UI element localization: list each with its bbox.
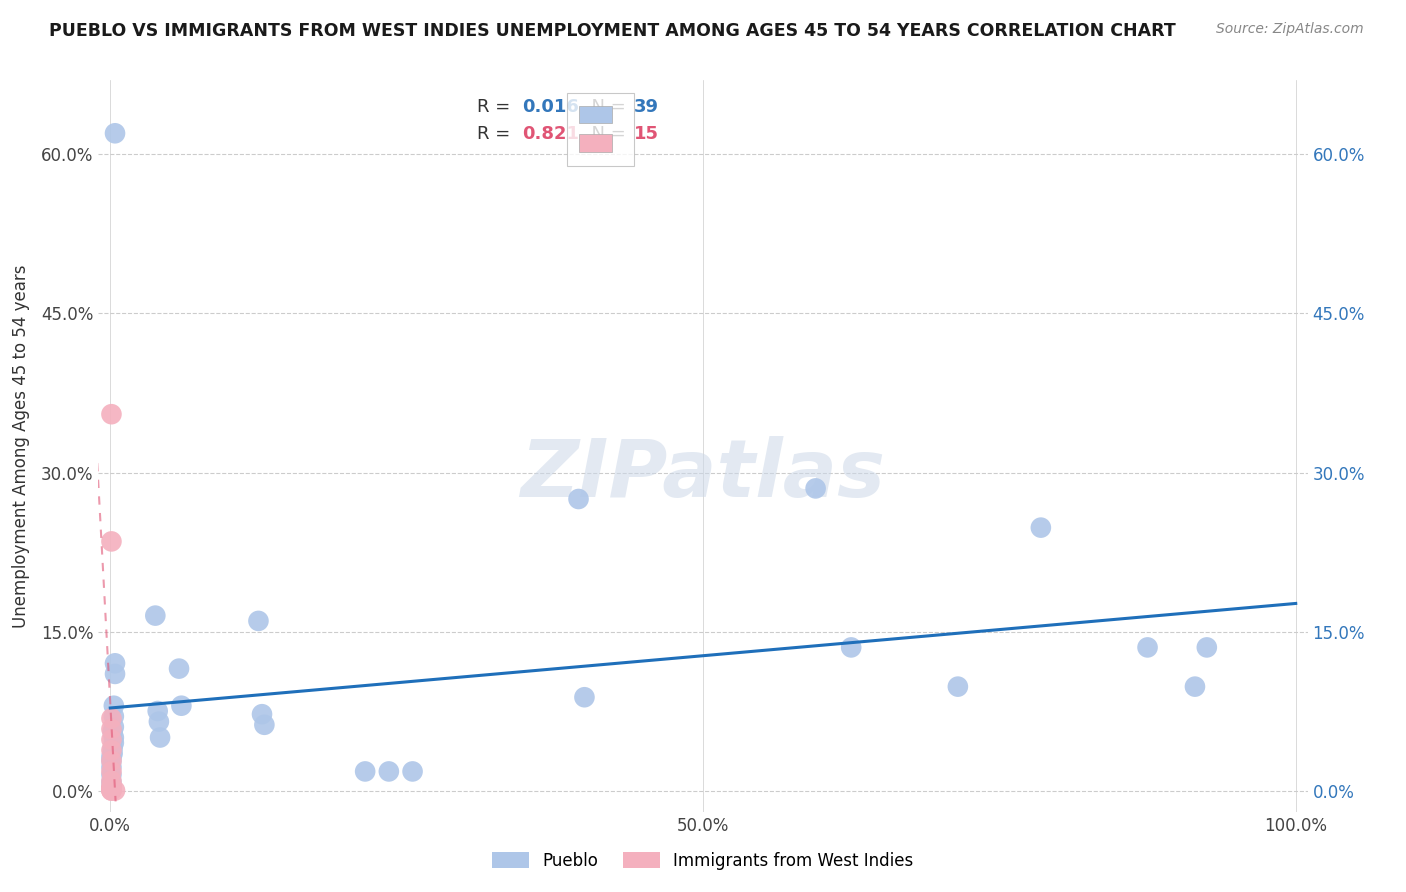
Point (100, 781, 122, 796)
Point (101, 741, 124, 756)
Point (100, 775, 122, 789)
Point (253, 718, 276, 732)
Point (100, 760, 122, 774)
Point (100, 754, 122, 768)
Text: 15: 15 (634, 125, 659, 143)
Point (100, 780, 122, 795)
Text: 0.016: 0.016 (522, 98, 578, 116)
Point (104, 783, 127, 797)
Point (103, 698, 125, 713)
Point (104, 126, 127, 140)
Point (100, 722, 122, 736)
Point (100, 749, 122, 764)
Y-axis label: Unemployment Among Ages 45 to 54 years: Unemployment Among Ages 45 to 54 years (11, 264, 30, 628)
Text: R =: R = (477, 125, 516, 143)
Point (100, 774, 122, 789)
Point (103, 731, 125, 745)
Point (1029, 521, 1052, 535)
Point (170, 698, 193, 713)
Text: PUEBLO VS IMMIGRANTS FROM WEST INDIES UNEMPLOYMENT AMONG AGES 45 TO 54 YEARS COR: PUEBLO VS IMMIGRANTS FROM WEST INDIES UN… (49, 22, 1175, 40)
Text: 39: 39 (634, 98, 659, 116)
Point (167, 662, 190, 676)
Point (247, 614, 270, 628)
Point (100, 711, 122, 725)
Point (567, 491, 589, 506)
Point (146, 704, 169, 718)
Point (104, 667, 127, 681)
Point (100, 782, 122, 797)
Point (100, 407, 122, 421)
Point (149, 731, 172, 745)
Point (100, 743, 122, 757)
Point (100, 783, 122, 797)
Point (1195, 640, 1218, 655)
Point (143, 608, 166, 623)
Point (103, 720, 125, 734)
Point (100, 534, 122, 549)
Point (100, 782, 122, 797)
Point (378, 764, 401, 779)
Point (574, 690, 596, 705)
Text: N =: N = (579, 125, 631, 143)
Text: Source: ZipAtlas.com: Source: ZipAtlas.com (1216, 22, 1364, 37)
Point (1136, 640, 1159, 655)
Point (250, 707, 273, 722)
Point (104, 657, 127, 671)
Point (100, 767, 122, 781)
Point (100, 764, 122, 779)
Text: ZIPatlas: ZIPatlas (520, 436, 886, 515)
Text: R =: R = (477, 98, 516, 116)
Point (100, 779, 122, 793)
Point (100, 783, 122, 797)
Point (103, 736, 125, 750)
Text: 0.821: 0.821 (522, 125, 579, 143)
Point (354, 764, 377, 779)
Point (103, 709, 125, 723)
Point (946, 680, 969, 694)
Legend: Pueblo, Immigrants from West Indies: Pueblo, Immigrants from West Indies (485, 846, 921, 877)
Point (100, 732, 122, 747)
Point (101, 747, 124, 761)
Point (148, 714, 170, 729)
Point (401, 764, 423, 779)
Point (839, 640, 862, 655)
Point (804, 482, 827, 496)
Point (1184, 680, 1206, 694)
Point (101, 725, 124, 739)
Legend: , : , (567, 93, 634, 166)
Text: N =: N = (579, 98, 631, 116)
Point (100, 754, 122, 768)
